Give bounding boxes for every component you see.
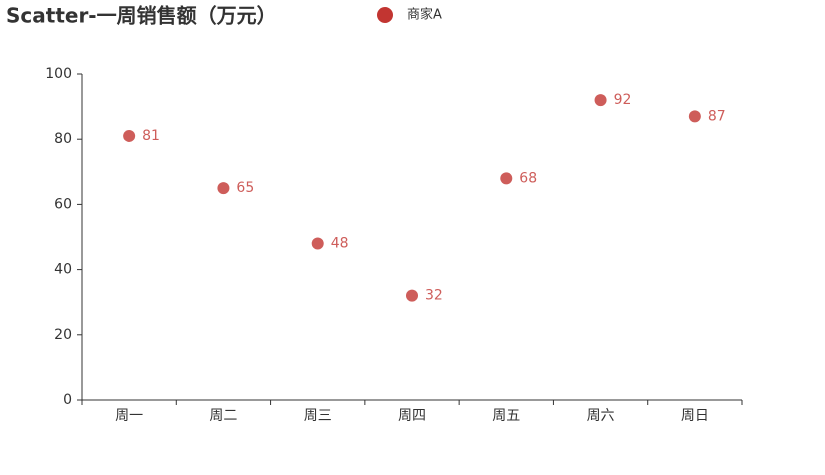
data-label: 87	[708, 108, 726, 124]
y-tick-label: 60	[54, 196, 72, 212]
y-tick-label: 40	[54, 262, 72, 278]
point	[311, 237, 324, 250]
legend-marker	[377, 7, 393, 23]
x-tick-label: 周四	[398, 408, 426, 424]
y-tick-label: 100	[45, 66, 72, 82]
point	[217, 182, 230, 195]
y-tick-label: 80	[54, 131, 72, 147]
data-label: 92	[614, 92, 632, 108]
data-label: 32	[425, 288, 443, 304]
data-label: 68	[519, 170, 537, 186]
x-tick-label: 周六	[587, 408, 615, 424]
y-tick-label: 20	[54, 327, 72, 343]
data-label: 81	[142, 128, 160, 144]
x-tick-label: 周二	[209, 408, 237, 424]
x-tick-label: 周五	[492, 408, 520, 424]
point	[406, 289, 418, 302]
legend-label: 商家A	[407, 7, 442, 23]
x-tick-label: 周三	[304, 408, 332, 424]
point	[594, 94, 607, 107]
point	[123, 129, 136, 142]
point	[500, 172, 513, 185]
point	[688, 110, 701, 123]
y-tick-label: 0	[63, 392, 72, 408]
data-label: 48	[331, 236, 349, 252]
chart-title: Scatter-一周销售额（万元）	[6, 4, 277, 28]
data-label: 65	[236, 180, 254, 196]
x-tick-label: 周一	[115, 408, 143, 424]
x-tick-label: 周日	[681, 408, 709, 424]
